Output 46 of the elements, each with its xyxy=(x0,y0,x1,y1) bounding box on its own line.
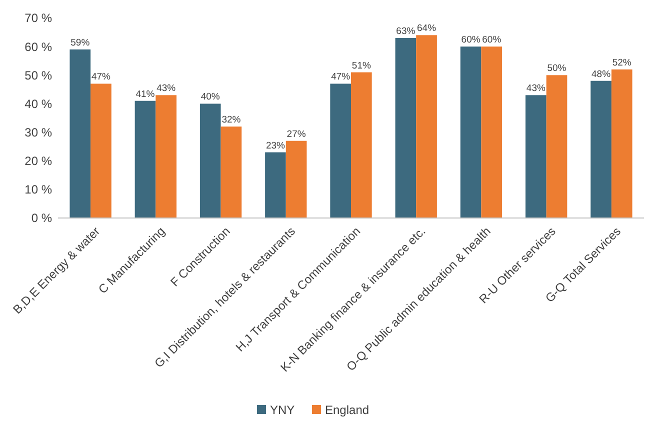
data-label: 41% xyxy=(136,88,156,100)
y-tick-label: 50 % xyxy=(24,68,52,82)
data-label: 63% xyxy=(396,26,416,37)
bar xyxy=(395,38,416,218)
bar xyxy=(460,46,482,218)
bar xyxy=(265,152,286,218)
bar xyxy=(481,46,502,218)
data-label: 32% xyxy=(222,114,242,126)
bar xyxy=(156,95,177,218)
bar xyxy=(220,126,242,218)
y-tick-label: 30 % xyxy=(24,125,52,140)
y-tick-label: 10 % xyxy=(24,182,52,197)
data-label: 43% xyxy=(526,83,546,94)
bar xyxy=(351,72,372,218)
data-label: 51% xyxy=(352,60,372,72)
data-label: 40% xyxy=(200,92,220,103)
data-label: 64% xyxy=(417,23,437,34)
y-tick-label: 40 % xyxy=(24,96,52,111)
y-tick-label: 20 % xyxy=(24,154,52,168)
bar xyxy=(546,75,568,218)
data-label: 27% xyxy=(286,128,306,140)
legend-label: England xyxy=(325,403,370,418)
data-label: 60% xyxy=(461,34,481,46)
data-label: 23% xyxy=(266,140,286,152)
bar xyxy=(330,84,351,218)
data-label: 60% xyxy=(482,34,502,46)
legend-label: YNY xyxy=(270,403,295,418)
bar xyxy=(611,69,632,218)
data-label: 50% xyxy=(547,63,567,74)
data-label: 47% xyxy=(91,72,112,83)
bar xyxy=(590,80,612,218)
data-label: 43% xyxy=(156,83,176,94)
bar xyxy=(200,104,221,218)
data-label: 47% xyxy=(331,72,351,83)
bar xyxy=(90,84,112,218)
bar xyxy=(70,49,91,218)
y-tick-label: 0 % xyxy=(31,211,52,226)
y-tick-label: 70 % xyxy=(24,11,52,26)
data-label: 48% xyxy=(592,68,612,80)
bar xyxy=(286,140,307,218)
bar xyxy=(526,95,546,218)
data-label: 59% xyxy=(70,37,90,48)
y-tick-label: 60 % xyxy=(24,40,52,54)
data-label: 52% xyxy=(612,57,632,68)
bar xyxy=(134,100,156,218)
bar xyxy=(416,35,437,218)
